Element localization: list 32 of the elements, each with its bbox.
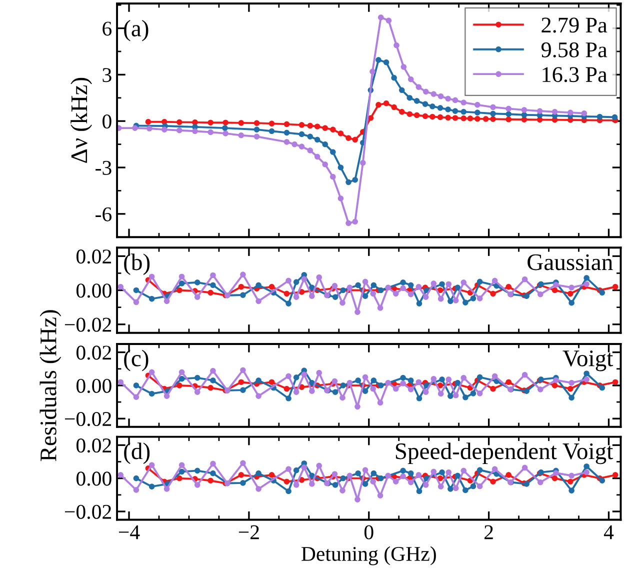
legend-label: 2.79 Pa [542,18,608,33]
y-tick-label: 0.00 [76,378,112,393]
y-tick-label: -3 [96,160,112,175]
annotation: (d) [124,442,150,464]
x-tick-label: 0 [364,525,374,540]
annotation: Speed-dependent Voigt [396,442,614,464]
y-tick-label: 3 [102,68,112,82]
y-tick-label: −0.02 [64,412,112,426]
y-tick-label: 0.00 [76,472,112,486]
y-tick-label: 0.02 [76,438,112,453]
annotation: Gaussian [528,254,613,270]
x-axis-title: Detuning (GHz) [302,546,436,566]
annotation: Voigt [562,350,614,372]
y-axis-title: Residuals (kHz) [40,310,62,462]
y-tick-label: −0.02 [64,504,112,519]
legend-label: 9.58 Pa [541,42,608,58]
y-tick-label: 0 [102,114,112,129]
x-tick-label: 2 [484,525,493,540]
y-tick-label: -6 [96,207,112,222]
y-tick-label: 6 [102,22,112,36]
x-tick-label: −4 [118,525,140,540]
legend-label: 16.3 Pa [542,67,608,82]
x-tick-label: 4 [604,525,614,540]
annotation: (c) [124,350,148,372]
annotation: (a) [124,20,148,42]
y-tick-label: 0.02 [76,346,112,360]
annotation: (b) [124,254,150,275]
y-tick-label: 0.00 [76,284,112,298]
y-tick-label: −0.02 [64,318,112,332]
y-axis-title: Δν (kHz) [70,78,92,163]
y-tick-label: 0.02 [76,250,112,264]
x-tick-label: −2 [238,525,259,540]
